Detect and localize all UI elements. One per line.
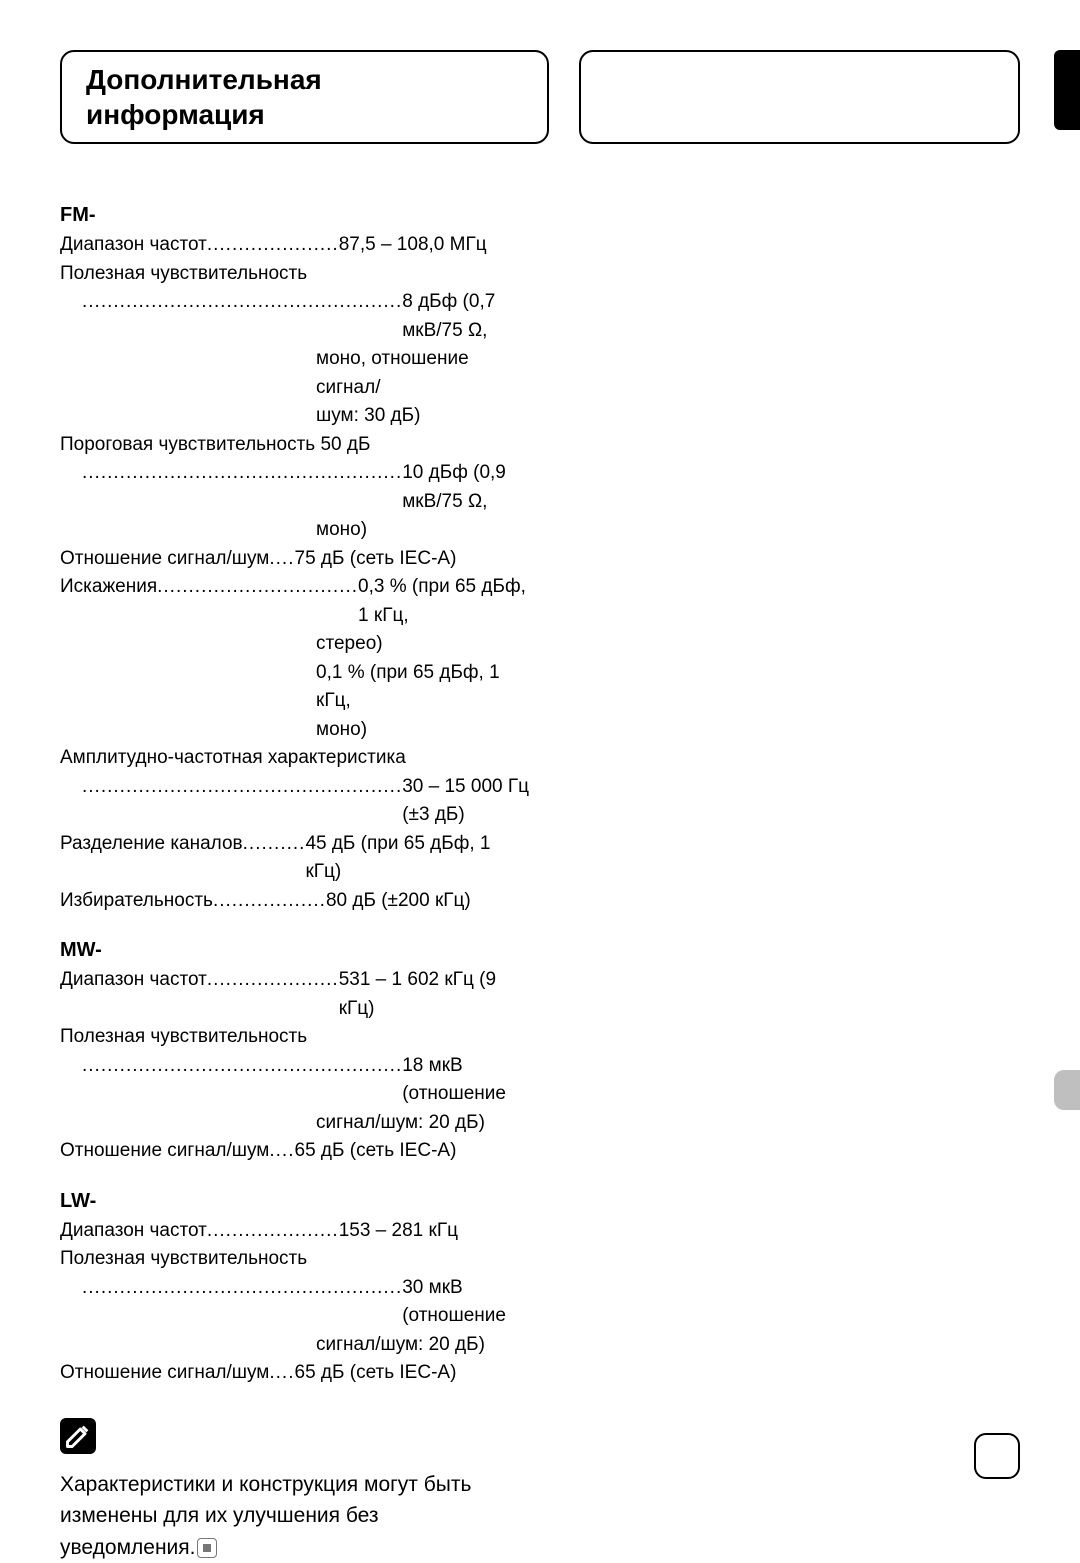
- dots: ..................: [213, 887, 326, 916]
- fm-sn-row: Отношение сигнал/шум .... 75 дБ (сеть IE…: [60, 545, 530, 574]
- pencil-note-icon: [60, 1418, 96, 1454]
- fm-afc-label: Амплитудно-частотная характеристика: [60, 744, 530, 773]
- fm-sel-val: 80 дБ (±200 кГц): [326, 887, 530, 916]
- lw-sens-label: Полезная чувствительность: [60, 1245, 530, 1274]
- note-line2: изменены для их улучшения без: [60, 1500, 530, 1532]
- mw-freq-label: Диапазон частот: [60, 966, 207, 1023]
- dots: ........................................…: [82, 773, 402, 830]
- fm-freq-label: Диапазон частот: [60, 231, 207, 260]
- fm-dist-val1: 0,3 % (при 65 дБф, 1 кГц,: [358, 573, 530, 630]
- fm-sens-val1: 8 дБф (0,7 мкВ/75 Ω,: [402, 288, 530, 345]
- fm-dist-label: Искажения: [60, 573, 157, 630]
- note-line3-wrap: уведомления.: [60, 1532, 530, 1563]
- end-mark-icon: [197, 1538, 217, 1558]
- fm-sens-val3: шум: 30 дБ): [60, 402, 530, 431]
- fm-sn-label: Отношение сигнал/шум: [60, 545, 269, 574]
- lw-section-title: LW-: [60, 1190, 530, 1213]
- lw-freq-label: Диапазон частот: [60, 1217, 207, 1246]
- dots: ........................................…: [82, 1274, 402, 1331]
- black-side-tab: [1054, 50, 1080, 130]
- lw-sn-val: 65 дБ (сеть IEC-A): [295, 1359, 531, 1388]
- fm-freq-val: 87,5 – 108,0 МГц: [339, 231, 530, 260]
- fm-section-title: FM-: [60, 204, 530, 227]
- lw-sens-val1: 30 мкВ (отношение: [402, 1274, 530, 1331]
- page-title-line2: информация: [86, 97, 523, 132]
- fm-sel-label: Избирательность: [60, 887, 213, 916]
- dots: ....: [269, 1359, 294, 1388]
- fm-dist-val3: 0,1 % (при 65 дБф, 1 кГц,: [60, 659, 530, 716]
- mw-section-title: MW-: [60, 939, 530, 962]
- page-title-frame: Дополнительная информация: [60, 50, 549, 144]
- fm-sens-val2: моно, отношение сигнал/: [60, 345, 530, 402]
- mw-sn-val: 65 дБ (сеть IEC-A): [295, 1137, 531, 1166]
- dots: ................................: [157, 573, 358, 630]
- header-row: Дополнительная информация: [60, 50, 1020, 144]
- fm-sep-val: 45 дБ (при 65 дБф, 1 кГц): [305, 830, 530, 887]
- lw-sens-row: ........................................…: [60, 1274, 530, 1331]
- dots: .....................: [207, 1217, 339, 1246]
- dots: ....: [269, 545, 294, 574]
- lw-freq-row: Диапазон частот ..................... 15…: [60, 1217, 530, 1246]
- lw-sn-row: Отношение сигнал/шум .... 65 дБ (сеть IE…: [60, 1359, 530, 1388]
- mw-freq-val: 531 – 1 602 кГц (9 кГц): [339, 966, 530, 1023]
- fm-dist-val4: моно): [60, 716, 530, 745]
- dots: ....: [269, 1137, 294, 1166]
- lw-sens-val2: сигнал/шум: 20 дБ): [60, 1331, 530, 1360]
- fm-thresh-val2: моно): [60, 516, 530, 545]
- dots: ..........: [243, 830, 306, 887]
- fm-afc-row: ........................................…: [60, 773, 530, 830]
- page-title-line1: Дополнительная: [86, 62, 523, 97]
- fm-sel-row: Избирательность .................. 80 дБ…: [60, 887, 530, 916]
- fm-sens-row: ........................................…: [60, 288, 530, 345]
- fm-thresh-val1: 10 дБф (0,9 мкВ/75 Ω,: [402, 459, 530, 516]
- mw-sn-label: Отношение сигнал/шум: [60, 1137, 269, 1166]
- fm-dist-row: Искажения ..............................…: [60, 573, 530, 630]
- mw-sens-label: Полезная чувствительность: [60, 1023, 530, 1052]
- page-number-frame: [974, 1433, 1020, 1479]
- fm-freq-row: Диапазон частот ..................... 87…: [60, 231, 530, 260]
- lw-sn-label: Отношение сигнал/шум: [60, 1359, 269, 1388]
- fm-sn-val: 75 дБ (сеть IEC-A): [295, 545, 531, 574]
- mw-sn-row: Отношение сигнал/шум .... 65 дБ (сеть IE…: [60, 1137, 530, 1166]
- dots: ........................................…: [82, 1052, 402, 1109]
- empty-title-frame: [579, 50, 1020, 144]
- fm-dist-val2: стерео): [60, 630, 530, 659]
- fm-sep-row: Разделение каналов .......... 45 дБ (при…: [60, 830, 530, 887]
- dots: ........................................…: [82, 288, 402, 345]
- dots: .....................: [207, 966, 339, 1023]
- mw-sens-val2: сигнал/шум: 20 дБ): [60, 1109, 530, 1138]
- note-line1: Характеристики и конструкция могут быть: [60, 1469, 530, 1501]
- mw-sens-row: ........................................…: [60, 1052, 530, 1109]
- fm-sep-label: Разделение каналов: [60, 830, 243, 887]
- fm-afc-val: 30 – 15 000 Гц (±3 дБ): [402, 773, 530, 830]
- fm-thresh-row: ........................................…: [60, 459, 530, 516]
- fm-thresh-label: Пороговая чувствительность 50 дБ: [60, 431, 530, 460]
- mw-freq-row: Диапазон частот ..................... 53…: [60, 966, 530, 1023]
- lw-freq-val: 153 – 281 кГц: [339, 1217, 530, 1246]
- dots: ........................................…: [82, 459, 402, 516]
- content-column: FM- Диапазон частот ....................…: [60, 204, 530, 1563]
- dots: .....................: [207, 231, 339, 260]
- fm-sens-label: Полезная чувствительность: [60, 260, 530, 289]
- note-line3: уведомления.: [60, 1536, 195, 1559]
- gray-side-tab: [1054, 1070, 1080, 1110]
- mw-sens-val1: 18 мкВ (отношение: [402, 1052, 530, 1109]
